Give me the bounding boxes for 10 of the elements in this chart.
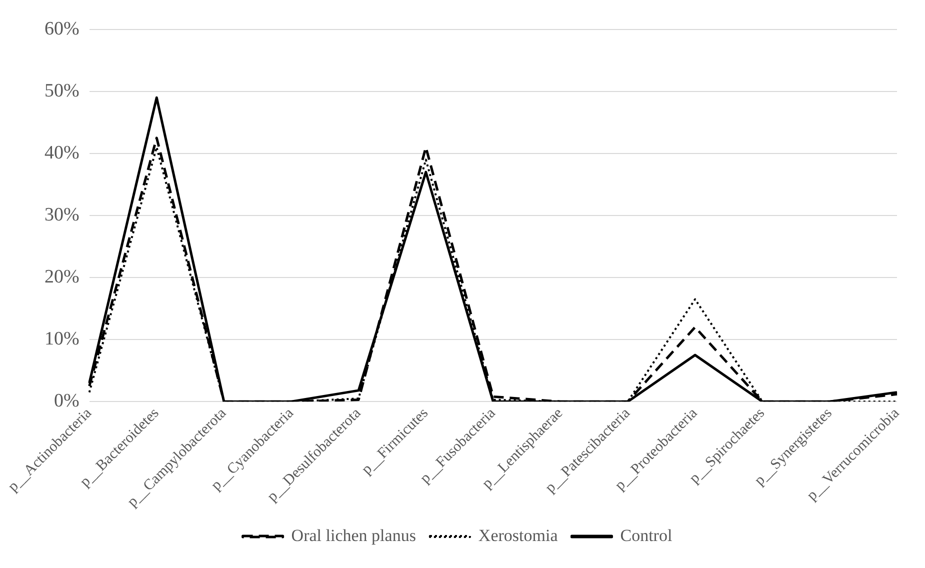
legend-label: Xerostomia — [478, 526, 558, 545]
y-tick-label: 60% — [44, 18, 80, 40]
y-tick-label: 40% — [44, 142, 80, 164]
legend-label: Control — [620, 526, 672, 545]
legend-label: Oral lichen planus — [291, 526, 416, 545]
y-tick-label: 30% — [44, 204, 80, 226]
y-tick-label: 10% — [44, 328, 80, 350]
y-tick-label: 20% — [44, 266, 80, 288]
y-tick-label: 0% — [54, 390, 80, 412]
y-tick-label: 50% — [44, 80, 80, 102]
